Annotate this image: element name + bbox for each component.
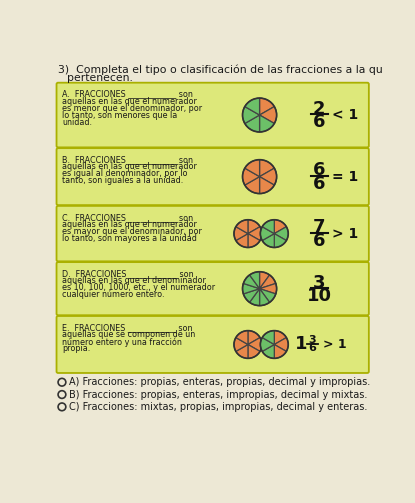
- Text: número entero y una fracción: número entero y una fracción: [62, 337, 182, 347]
- Text: 6: 6: [308, 344, 316, 353]
- Text: E.  FRACCIONES ____________ son: E. FRACCIONES ____________ son: [62, 323, 193, 332]
- Wedge shape: [243, 289, 259, 302]
- Wedge shape: [248, 330, 260, 345]
- Wedge shape: [242, 283, 259, 294]
- Wedge shape: [236, 330, 248, 345]
- Wedge shape: [259, 168, 277, 185]
- FancyBboxPatch shape: [56, 82, 369, 147]
- Wedge shape: [259, 289, 270, 306]
- Wedge shape: [274, 227, 288, 240]
- Text: propia.: propia.: [62, 344, 90, 353]
- Text: 6: 6: [313, 231, 325, 249]
- Text: lo tanto, son menores que la: lo tanto, son menores que la: [62, 111, 177, 120]
- Wedge shape: [259, 98, 274, 115]
- Text: B) Fracciones: propias, enteras, impropias, decimal y mixtas.: B) Fracciones: propias, enteras, impropi…: [69, 389, 367, 399]
- Wedge shape: [262, 233, 274, 247]
- Text: 3: 3: [313, 274, 325, 292]
- Text: 3)  Completa el tipo o clasificación de las fracciones a la qu: 3) Completa el tipo o clasificación de l…: [58, 65, 383, 75]
- Text: lo tanto, son mayores a la unidad: lo tanto, son mayores a la unidad: [62, 234, 197, 243]
- Wedge shape: [236, 220, 248, 233]
- Wedge shape: [245, 98, 259, 115]
- Wedge shape: [259, 115, 274, 132]
- Wedge shape: [249, 289, 259, 306]
- Wedge shape: [249, 272, 259, 289]
- Text: 6: 6: [313, 161, 325, 180]
- Text: B.  FRACCIONES ____________ son: B. FRACCIONES ____________ son: [62, 155, 193, 164]
- Wedge shape: [259, 159, 274, 177]
- Wedge shape: [260, 227, 274, 240]
- Wedge shape: [274, 338, 288, 352]
- Text: aquellas en las que el numerador: aquellas en las que el numerador: [62, 162, 197, 171]
- Wedge shape: [262, 330, 274, 345]
- Text: > 1: > 1: [323, 338, 347, 351]
- FancyBboxPatch shape: [56, 316, 369, 373]
- Text: 1: 1: [295, 334, 308, 353]
- Text: aquellas en las que el numerador: aquellas en las que el numerador: [62, 97, 197, 106]
- Wedge shape: [236, 345, 248, 358]
- Wedge shape: [236, 233, 248, 247]
- Wedge shape: [259, 289, 276, 302]
- Text: 6: 6: [313, 175, 325, 193]
- Text: aquellas en las que el numerador: aquellas en las que el numerador: [62, 220, 197, 229]
- Text: C.  FRACCIONES ____________ son: C. FRACCIONES ____________ son: [62, 213, 193, 222]
- Wedge shape: [234, 227, 248, 240]
- Wedge shape: [274, 220, 286, 233]
- Wedge shape: [259, 283, 277, 294]
- Wedge shape: [274, 345, 286, 358]
- Wedge shape: [262, 220, 274, 233]
- Text: A) Fracciones: propias, enteras, propias, decimal y impropias.: A) Fracciones: propias, enteras, propias…: [69, 377, 370, 387]
- Wedge shape: [248, 220, 260, 233]
- Text: aquellas en las que el denominador: aquellas en las que el denominador: [62, 276, 206, 285]
- Wedge shape: [259, 272, 270, 289]
- Wedge shape: [274, 330, 286, 345]
- Wedge shape: [248, 345, 260, 358]
- Text: > 1: > 1: [332, 227, 358, 240]
- Wedge shape: [234, 338, 248, 352]
- Text: 10: 10: [307, 287, 332, 305]
- Wedge shape: [262, 345, 274, 358]
- Wedge shape: [242, 107, 259, 124]
- Text: pertenecen.: pertenecen.: [67, 72, 133, 82]
- Text: < 1: < 1: [332, 108, 358, 122]
- Text: D.  FRACCIONES ____________ son: D. FRACCIONES ____________ son: [62, 269, 193, 278]
- Text: aquellas que se componen de un: aquellas que se componen de un: [62, 330, 195, 339]
- Wedge shape: [259, 275, 276, 289]
- Text: 3: 3: [308, 335, 316, 345]
- FancyBboxPatch shape: [56, 262, 369, 315]
- Text: 6: 6: [313, 113, 325, 131]
- Wedge shape: [242, 168, 259, 185]
- Text: 7: 7: [313, 218, 325, 236]
- Text: A.  FRACCIONES ____________ son: A. FRACCIONES ____________ son: [62, 90, 193, 99]
- Wedge shape: [259, 107, 277, 124]
- Text: es menor que el denominador, por: es menor que el denominador, por: [62, 104, 202, 113]
- Wedge shape: [243, 275, 259, 289]
- Wedge shape: [245, 115, 259, 132]
- Text: es 10, 100, 1000, etc., y el numerador: es 10, 100, 1000, etc., y el numerador: [62, 283, 215, 292]
- Wedge shape: [259, 177, 274, 194]
- Text: 2: 2: [313, 100, 325, 118]
- Wedge shape: [245, 177, 259, 194]
- Text: C) Fracciones: mixtas, propias, impropias, decimal y enteras.: C) Fracciones: mixtas, propias, impropia…: [69, 402, 367, 412]
- Text: = 1: = 1: [332, 170, 358, 184]
- Wedge shape: [248, 233, 260, 247]
- Wedge shape: [248, 338, 262, 352]
- Wedge shape: [260, 338, 274, 352]
- Text: es mayor que el denominador, por: es mayor que el denominador, por: [62, 227, 202, 236]
- Wedge shape: [245, 159, 259, 177]
- Text: cualquier número entero.: cualquier número entero.: [62, 290, 164, 299]
- FancyBboxPatch shape: [56, 148, 369, 205]
- Text: es igual al denominador, por lo: es igual al denominador, por lo: [62, 169, 188, 178]
- Text: unidad.: unidad.: [62, 118, 92, 127]
- Wedge shape: [248, 227, 262, 240]
- Text: tanto, son iguales a la unidad.: tanto, son iguales a la unidad.: [62, 177, 183, 185]
- FancyBboxPatch shape: [56, 206, 369, 262]
- Wedge shape: [274, 233, 286, 247]
